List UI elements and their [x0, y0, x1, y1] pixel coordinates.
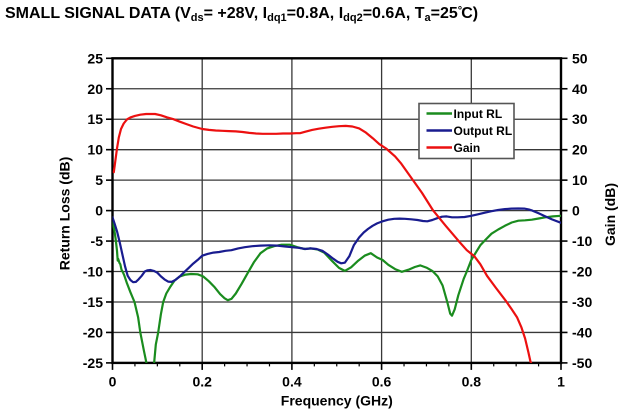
svg-text:-40: -40 — [572, 324, 592, 340]
svg-text:0: 0 — [109, 374, 117, 390]
svg-text:-50: -50 — [572, 355, 592, 371]
svg-text:1: 1 — [557, 374, 565, 390]
svg-text:15: 15 — [87, 111, 103, 127]
svg-text:25: 25 — [87, 50, 103, 66]
svg-text:10: 10 — [87, 142, 103, 158]
svg-text:0: 0 — [95, 203, 103, 219]
svg-text:10: 10 — [572, 172, 588, 188]
svg-text:Gain: Gain — [454, 141, 481, 155]
svg-text:5: 5 — [95, 172, 103, 188]
svg-text:-25: -25 — [83, 355, 103, 371]
svg-text:Frequency (GHz): Frequency (GHz) — [281, 393, 393, 409]
svg-text:-10: -10 — [572, 233, 592, 249]
svg-text:-30: -30 — [572, 294, 592, 310]
svg-text:Return Loss (dB): Return Loss (dB) — [57, 157, 73, 271]
svg-text:50: 50 — [572, 50, 588, 66]
svg-text:40: 40 — [572, 81, 588, 97]
svg-text:Output RL: Output RL — [454, 124, 513, 138]
svg-text:30: 30 — [572, 111, 588, 127]
svg-text:20: 20 — [572, 142, 588, 158]
svg-text:Gain (dB): Gain (dB) — [602, 183, 618, 246]
svg-text:0.4: 0.4 — [282, 374, 302, 390]
svg-text:20: 20 — [87, 81, 103, 97]
svg-text:-5: -5 — [91, 233, 104, 249]
svg-text:-20: -20 — [572, 264, 592, 280]
svg-text:0: 0 — [572, 203, 580, 219]
svg-text:0.6: 0.6 — [372, 374, 392, 390]
svg-text:-10: -10 — [83, 264, 103, 280]
svg-text:-20: -20 — [83, 324, 103, 340]
svg-text:Input RL: Input RL — [454, 107, 503, 121]
svg-text:0.8: 0.8 — [462, 374, 482, 390]
svg-text:0.2: 0.2 — [192, 374, 212, 390]
svg-text:-15: -15 — [83, 294, 103, 310]
